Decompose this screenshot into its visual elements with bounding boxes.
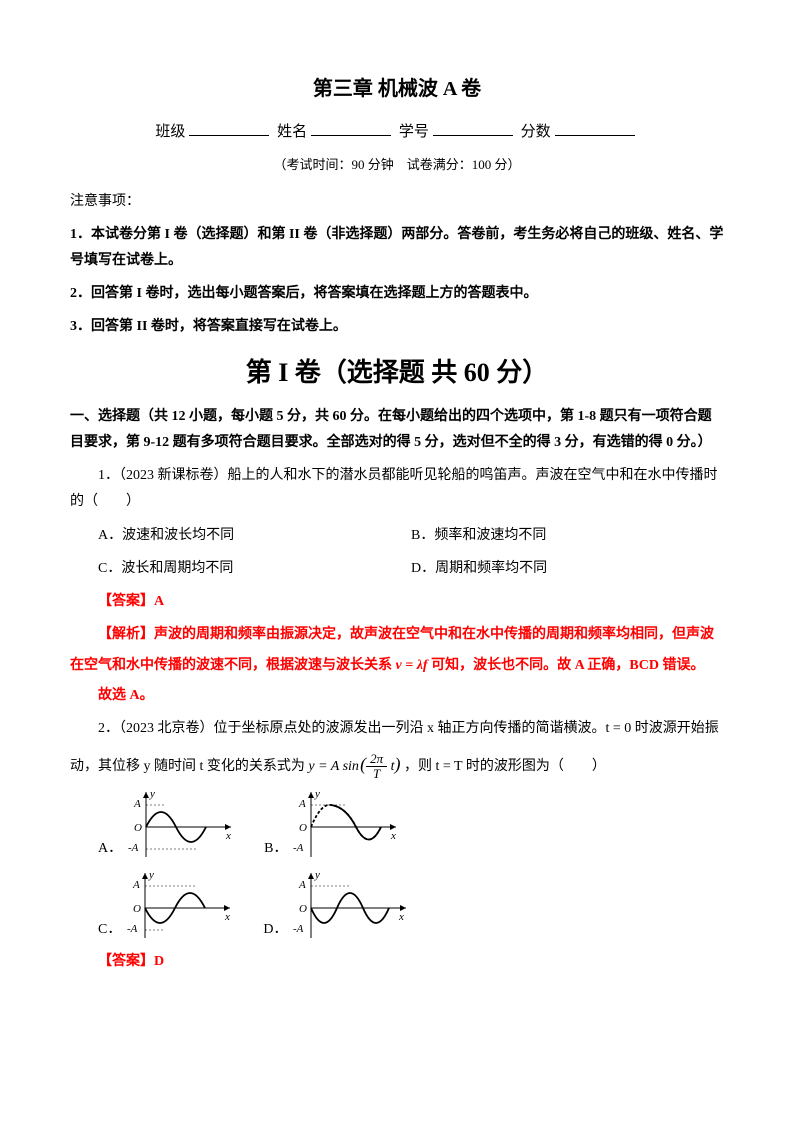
section-instructions: 一、选择题（共 12 小题，每小题 5 分，共 60 分。在每小题给出的四个选项… <box>70 404 724 457</box>
svg-text:x: x <box>390 830 396 842</box>
score-label: 分数 <box>521 124 551 140</box>
q2-graph-a: A． A O -A x y <box>98 787 236 862</box>
q2-label-b: B． <box>264 836 287 863</box>
wave-graph-c-icon: A O -A x y <box>125 868 235 943</box>
q1-analysis-conclusion: 故选 A。 <box>70 681 724 712</box>
svg-text:O: O <box>299 903 307 915</box>
page-title: 第三章 机械波 A 卷 <box>70 70 724 108</box>
q2-graph-c: C． A O -A x y <box>98 868 235 943</box>
student-info-line: 班级 姓名 学号 分数 <box>70 118 724 147</box>
name-label: 姓名 <box>277 124 307 140</box>
svg-text:A: A <box>132 879 140 891</box>
q1-options: A．波速和波长均不同 B．频率和波速均不同 C．波长和周期均不同 D．周期和频率… <box>70 520 724 585</box>
wave-graph-d-icon: A O -A x y <box>291 868 411 943</box>
svg-text:O: O <box>134 822 142 834</box>
q2-graphs-row2: C． A O -A x y D． A O -A x y <box>70 868 724 943</box>
exam-meta: （考试时间：90 分钟 试卷满分：100 分） <box>70 153 724 178</box>
notice-1: 1．本试卷分第 I 卷（选择题）和第 II 卷（非选择题）两部分。答卷前，考生务… <box>70 222 724 275</box>
q1-opt-d: D．周期和频率均不同 <box>411 556 724 583</box>
score-blank <box>555 120 635 136</box>
svg-text:-A: -A <box>127 923 138 935</box>
q2-stem-p2b: ，则 t = T 时的波形图为（ ） <box>404 759 606 774</box>
svg-text:A: A <box>133 798 141 810</box>
svg-text:-A: -A <box>128 842 139 854</box>
q2-label-c: C． <box>98 917 121 944</box>
q2-graph-d: D． A O -A x y <box>263 868 411 943</box>
svg-text:y: y <box>149 788 155 800</box>
section-title: 第 I 卷（选择题 共 60 分） <box>70 348 724 397</box>
q2-equation: y = A sin (2πT t) <box>308 759 400 774</box>
class-blank <box>189 120 269 136</box>
q2-answer: 【答案】D <box>70 949 724 976</box>
svg-text:x: x <box>398 911 404 923</box>
svg-text:O: O <box>133 903 141 915</box>
q2-label-d: D． <box>263 917 287 944</box>
q2-graph-b: B． A O -A x y <box>264 787 401 862</box>
name-blank <box>311 120 391 136</box>
q1-analysis-p2: 可知，波长也不同。故 A 正确，BCD 错误。 <box>431 658 704 673</box>
svg-text:y: y <box>314 869 320 881</box>
notice-3: 3．回答第 II 卷时，将答案直接写在试卷上。 <box>70 314 724 341</box>
svg-text:y: y <box>148 869 154 881</box>
svg-text:x: x <box>224 911 230 923</box>
svg-text:-A: -A <box>293 923 304 935</box>
q1-opt-c: C．波长和周期均不同 <box>98 556 411 583</box>
q2-stem-line2: 动，其位移 y 随时间 t 变化的关系式为 y = A sin (2πT t) … <box>70 747 724 782</box>
q1-opt-b: B．频率和波速均不同 <box>411 523 724 550</box>
q2-stem-line1: 2．（2023 北京卷）位于坐标原点处的波源发出一列沿 x 轴正方向传播的简谐横… <box>70 716 724 743</box>
wave-graph-b-icon: A O -A x y <box>291 787 401 862</box>
q1-opt-a: A．波速和波长均不同 <box>98 523 411 550</box>
class-label: 班级 <box>155 124 185 140</box>
svg-text:A: A <box>298 798 306 810</box>
id-label: 学号 <box>399 124 429 140</box>
svg-text:-A: -A <box>293 842 304 854</box>
notice-heading: 注意事项： <box>70 189 724 216</box>
q2-stem-p2a: 动，其位移 y 随时间 t 变化的关系式为 <box>70 759 308 774</box>
notice-2: 2．回答第 I 卷时，选出每小题答案后，将答案填在选择题上方的答题表中。 <box>70 281 724 308</box>
svg-text:A: A <box>298 879 306 891</box>
svg-text:x: x <box>225 830 231 842</box>
q1-stem: 1．（2023 新课标卷）船上的人和水下的潜水员都能听见轮船的鸣笛声。声波在空气… <box>70 463 724 516</box>
q1-answer: 【答案】A <box>70 589 724 616</box>
svg-text:O: O <box>299 822 307 834</box>
q2-label-a: A． <box>98 836 122 863</box>
svg-text:y: y <box>314 788 320 800</box>
q1-analysis: 【解析】声波的周期和频率由振源决定，故声波在空气中和在水中传播的周期和频率均相同… <box>70 620 724 682</box>
wave-graph-a-icon: A O -A x y <box>126 787 236 862</box>
id-blank <box>433 120 513 136</box>
q2-graphs-row1: A． A O -A x y B． A O -A x y <box>70 787 724 862</box>
q1-analysis-formula: v = λf <box>396 658 428 673</box>
